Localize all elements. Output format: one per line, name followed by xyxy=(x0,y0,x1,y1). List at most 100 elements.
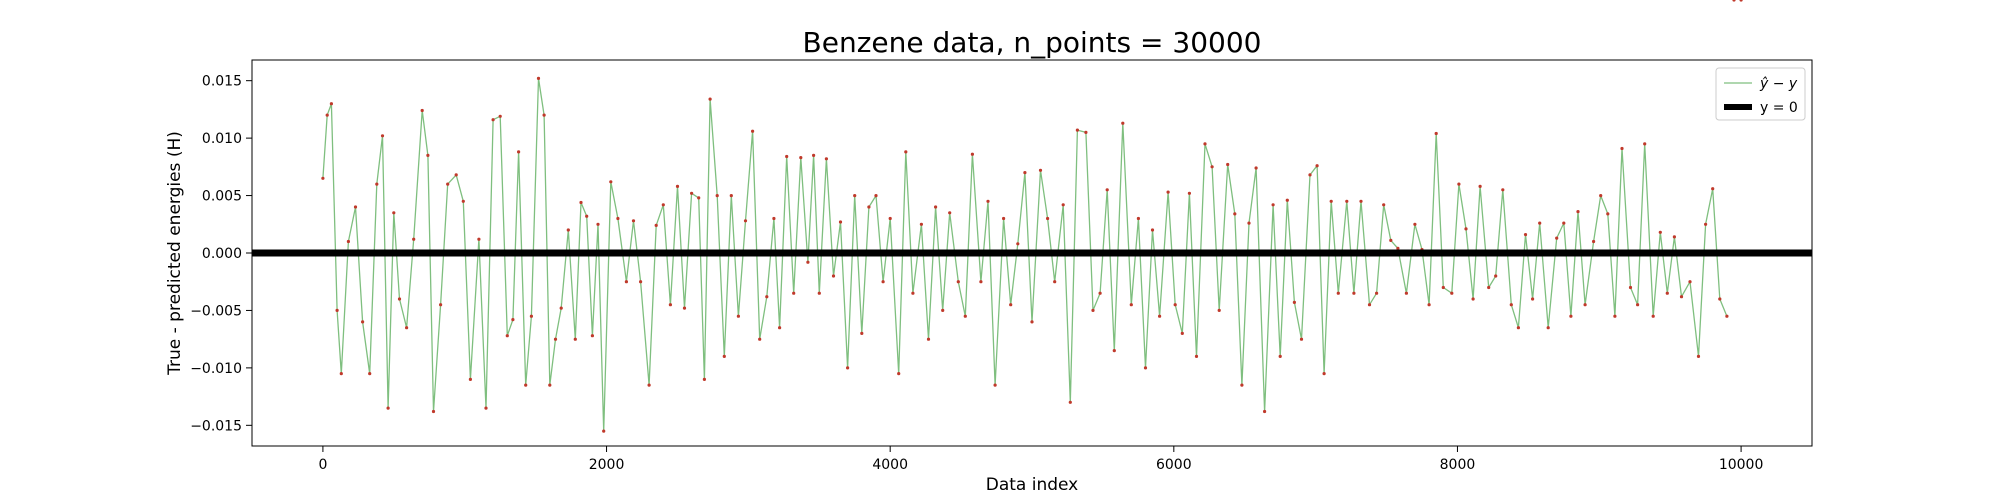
data-point xyxy=(1352,291,1356,295)
data-point xyxy=(1285,198,1289,202)
data-point xyxy=(911,291,915,295)
data-point xyxy=(919,222,924,226)
y-tick-label: 0.015 xyxy=(202,74,242,90)
data-point xyxy=(1084,130,1088,134)
data-point xyxy=(1450,291,1454,295)
data-point xyxy=(1247,221,1251,225)
data-point xyxy=(1345,199,1349,203)
data-point xyxy=(881,280,885,284)
data-point xyxy=(1471,297,1475,301)
data-point xyxy=(682,306,687,310)
data-point xyxy=(1375,291,1379,295)
data-point xyxy=(722,354,726,358)
data-point xyxy=(548,383,552,387)
data-point xyxy=(1427,303,1431,307)
plot-series-group xyxy=(321,0,1743,433)
data-point xyxy=(566,228,570,232)
data-point xyxy=(1555,236,1559,240)
data-point xyxy=(874,194,878,198)
data-point xyxy=(1509,303,1513,307)
data-point xyxy=(624,280,629,284)
y-tick-label: 0.005 xyxy=(202,189,242,205)
data-point xyxy=(758,337,762,341)
data-point xyxy=(1271,203,1275,207)
x-ticks-group: 0 2000 4000 6000 8000 10000 xyxy=(318,446,1763,473)
data-point xyxy=(1396,246,1400,250)
data-point xyxy=(1457,182,1461,186)
data-point xyxy=(1046,216,1050,221)
data-point xyxy=(675,184,680,188)
data-point xyxy=(339,372,343,376)
data-point xyxy=(778,326,782,330)
series-line-prediction-error xyxy=(322,77,1728,432)
data-point xyxy=(491,118,495,122)
data-point xyxy=(1696,354,1701,358)
data-point xyxy=(1299,337,1304,341)
data-point xyxy=(559,306,563,310)
y-tick-label: 0.000 xyxy=(202,246,242,262)
data-point xyxy=(1187,191,1191,195)
data-point xyxy=(765,295,769,299)
data-point xyxy=(1210,165,1214,169)
data-point xyxy=(1158,314,1162,318)
legend: ŷ − y y = 0 xyxy=(1715,67,1806,121)
data-point xyxy=(1203,142,1207,146)
data-point xyxy=(468,377,472,381)
data-point xyxy=(860,331,864,335)
data-point xyxy=(702,377,707,381)
data-point xyxy=(361,320,365,324)
data-point xyxy=(505,334,509,338)
data-point xyxy=(1389,238,1393,242)
data-point xyxy=(979,280,983,284)
data-point xyxy=(1194,354,1199,358)
data-point xyxy=(1651,314,1655,318)
data-point xyxy=(1434,131,1438,136)
data-point xyxy=(579,200,583,205)
data-point xyxy=(897,372,901,376)
data-point xyxy=(963,314,967,318)
legend-label-zero-line: y = 0 xyxy=(1760,100,1798,116)
data-point xyxy=(517,150,521,154)
data-point xyxy=(647,383,651,387)
data-point xyxy=(325,113,329,117)
data-point xyxy=(596,222,600,226)
data-point xyxy=(477,237,481,241)
data-point xyxy=(386,406,390,410)
data-point xyxy=(1711,187,1715,191)
data-point xyxy=(806,260,810,264)
data-point xyxy=(1523,233,1528,237)
x-tick-label: 8000 xyxy=(1440,457,1476,473)
data-point xyxy=(853,194,857,198)
y-tick-label: −0.005 xyxy=(190,303,242,319)
data-point xyxy=(941,308,945,312)
data-point xyxy=(405,326,409,330)
data-point xyxy=(831,274,836,278)
data-point xyxy=(792,291,796,295)
data-point xyxy=(661,203,665,207)
data-point xyxy=(346,239,350,244)
data-point xyxy=(511,318,515,322)
data-point xyxy=(1725,314,1729,318)
data-point xyxy=(529,314,534,318)
data-point xyxy=(616,216,620,221)
data-point xyxy=(524,383,528,387)
data-point xyxy=(1494,274,1498,278)
data-point xyxy=(1367,303,1372,307)
data-point xyxy=(1263,409,1267,414)
data-point xyxy=(1053,280,1057,284)
data-point xyxy=(708,97,712,101)
data-point xyxy=(368,372,372,376)
data-point xyxy=(536,76,541,80)
x-tick-label: 4000 xyxy=(872,457,908,473)
y-tick-label: −0.015 xyxy=(190,418,242,434)
data-point xyxy=(1016,242,1020,246)
data-point xyxy=(1180,331,1184,335)
data-point xyxy=(1030,320,1034,324)
data-point xyxy=(454,173,458,177)
data-point xyxy=(1739,0,1743,2)
data-point xyxy=(956,280,960,284)
data-point xyxy=(1679,295,1684,299)
data-point xyxy=(1636,303,1640,307)
data-point xyxy=(934,205,938,209)
